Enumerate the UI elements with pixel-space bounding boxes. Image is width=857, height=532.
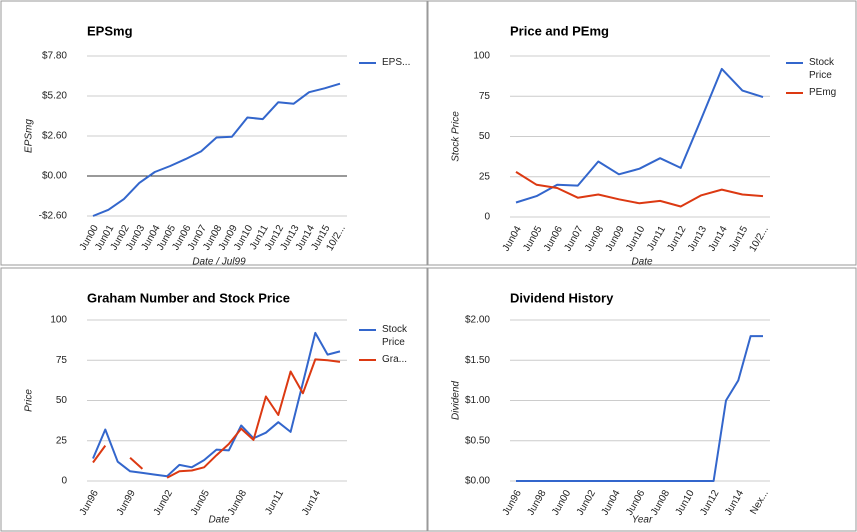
y-tick-label: 50	[56, 395, 68, 406]
legend-label: PEmg	[809, 87, 837, 98]
chart-title: Price and PEmg	[510, 23, 609, 38]
legend-entry: EPS...	[382, 57, 411, 68]
y-tick-label: $2.00	[465, 315, 490, 326]
legend-entry: Gra...	[382, 354, 408, 365]
series-line	[92, 331, 341, 478]
y-axis-title: Dividend	[451, 381, 462, 420]
y-tick-label: $7.80	[42, 51, 67, 62]
y-tick-label: $1.50	[465, 355, 490, 366]
y-tick-label: 100	[473, 51, 490, 62]
series-line	[516, 335, 763, 482]
legend-label: Stock Price	[809, 57, 835, 81]
y-tick-label: $2.60	[42, 131, 67, 142]
legend-label: Gra...	[382, 354, 408, 365]
legend-entry: PEmg	[809, 87, 837, 98]
chart-title: Dividend History	[510, 290, 614, 305]
series-line	[92, 82, 341, 217]
legend-label: EPS...	[382, 57, 411, 68]
chart-title: Graham Number and Stock Price	[87, 290, 290, 305]
y-tick-label: 0	[484, 212, 490, 223]
y-tick-label: $0.50	[465, 435, 490, 446]
y-tick-label: $0.00	[42, 171, 67, 182]
panel	[0, 267, 428, 532]
x-axis-title: Date	[208, 515, 230, 526]
y-tick-label: $0.00	[465, 476, 490, 487]
series-line	[92, 358, 341, 479]
y-tick-label: $1.00	[465, 395, 490, 406]
y-tick-label: 25	[479, 171, 491, 182]
y-axis-title: Price	[24, 389, 35, 412]
series-line	[515, 67, 764, 204]
panel	[0, 0, 428, 266]
chart-title: EPSmg	[87, 23, 133, 38]
x-axis-title: Date	[631, 257, 653, 268]
y-tick-label: 75	[479, 91, 491, 102]
legend-entry: Stock Price	[382, 324, 408, 348]
y-tick-label: -$2.60	[39, 211, 68, 222]
y-tick-label: 100	[50, 315, 67, 326]
y-tick-label: 50	[479, 131, 491, 142]
y-tick-label: $5.20	[42, 91, 67, 102]
y-tick-label: 0	[61, 476, 67, 487]
y-axis-title: EPSmg	[24, 119, 35, 153]
y-tick-label: 25	[56, 435, 68, 446]
legend-entry: Stock Price	[809, 57, 835, 81]
y-axis-title: Stock Price	[451, 111, 462, 162]
x-axis-title: Year	[632, 515, 653, 526]
panel	[427, 267, 857, 532]
legend-label: Stock Price	[382, 324, 408, 348]
x-axis-title: Date / Jul99	[192, 257, 246, 268]
panel	[427, 0, 857, 266]
series-line	[515, 171, 764, 208]
y-tick-label: 75	[56, 355, 68, 366]
